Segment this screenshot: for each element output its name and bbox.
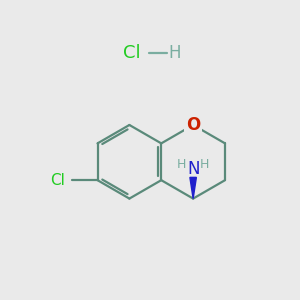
Text: O: O (186, 116, 200, 134)
Text: H: H (200, 158, 210, 171)
Text: H: H (169, 44, 181, 62)
Text: H: H (177, 158, 186, 171)
Text: Cl: Cl (123, 44, 141, 62)
Text: Cl: Cl (50, 173, 65, 188)
Polygon shape (190, 177, 196, 199)
Text: N: N (187, 160, 200, 178)
